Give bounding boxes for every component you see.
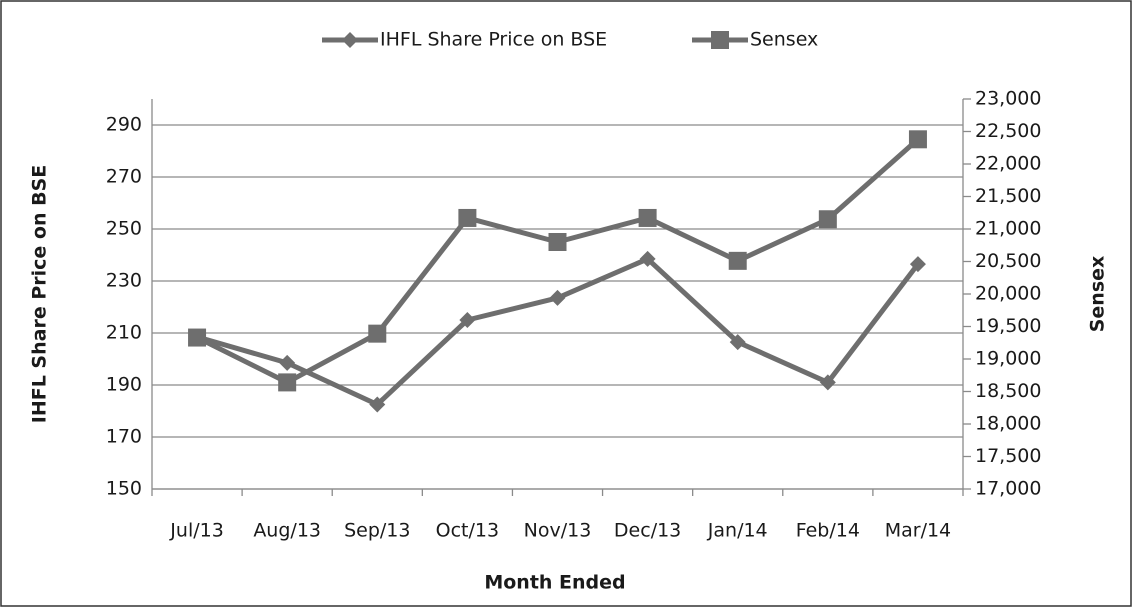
legend-label: Sensex [750, 29, 818, 51]
point [549, 289, 566, 306]
point [278, 373, 297, 392]
x-axis-title: Month Ended [484, 572, 625, 594]
y2-tick-label: 22,000 [975, 153, 1041, 175]
y-tick-label: 150 [106, 478, 142, 500]
point [728, 251, 747, 270]
x-tick-label: Nov/13 [524, 520, 592, 542]
point [909, 256, 926, 273]
y2-tick-label: 21,500 [975, 185, 1041, 207]
x-tick-label: Dec/13 [614, 520, 681, 542]
point [729, 334, 746, 351]
y2-tick-label: 23,000 [975, 88, 1041, 110]
point [639, 250, 656, 267]
y-tick-label: 170 [106, 426, 142, 448]
y-tick-label: 190 [106, 374, 142, 396]
y-tick-label: 210 [106, 322, 142, 344]
y2-tick-label: 22,500 [975, 120, 1041, 142]
point [548, 233, 567, 251]
point [369, 396, 386, 413]
y-axis-title: IHFL Share Price on BSE [29, 165, 51, 424]
y2-tick-label: 20,000 [975, 283, 1041, 305]
legend-label: IHFL Share Price on BSE [380, 29, 607, 51]
y2-axis-title: Sensex [1087, 256, 1109, 333]
x-tick-label: Jul/13 [169, 520, 224, 542]
point [819, 374, 836, 391]
point [459, 312, 476, 328]
x-tick-label: Jan/14 [707, 520, 768, 542]
point [638, 208, 657, 227]
y2-tick-label: 19,500 [975, 315, 1041, 337]
y2-tick-label: 17,000 [975, 478, 1041, 500]
x-tick-label: Oct/13 [436, 520, 499, 542]
y-tick-label: 270 [106, 166, 142, 188]
legend-marker [711, 31, 729, 49]
x-tick-label: Sep/13 [344, 520, 410, 542]
x-tick-label: Mar/14 [885, 520, 951, 542]
point [279, 354, 296, 371]
x-tick-label: Feb/14 [796, 520, 860, 542]
legend-marker [342, 32, 358, 48]
y-tick-label: 290 [106, 114, 142, 136]
point [188, 328, 207, 347]
y2-tick-label: 21,000 [975, 218, 1041, 240]
point [368, 324, 387, 343]
point [818, 210, 837, 229]
point [458, 208, 477, 227]
y2-tick-label: 20,500 [975, 250, 1041, 272]
y2-tick-label: 17,500 [975, 445, 1041, 467]
y2-tick-label: 19,000 [975, 348, 1041, 370]
y2-tick-label: 18,500 [975, 380, 1041, 402]
y-tick-label: 230 [106, 270, 142, 292]
x-tick-label: Aug/13 [253, 520, 321, 542]
y2-tick-label: 18,000 [975, 413, 1041, 435]
y-tick-label: 250 [106, 218, 142, 240]
point [908, 130, 927, 149]
